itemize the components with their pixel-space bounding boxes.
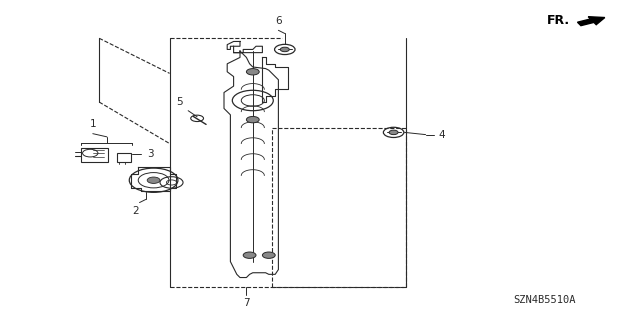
Text: 5: 5: [176, 97, 182, 107]
Bar: [81, 148, 108, 162]
FancyArrow shape: [577, 17, 605, 26]
Circle shape: [389, 130, 398, 135]
Bar: [117, 153, 131, 162]
Text: 7: 7: [243, 298, 250, 308]
Text: 3: 3: [147, 149, 154, 159]
Text: 4: 4: [438, 130, 445, 140]
Circle shape: [246, 116, 259, 123]
Circle shape: [246, 69, 259, 75]
Text: 2: 2: [132, 206, 139, 216]
Text: 6: 6: [275, 17, 282, 26]
Circle shape: [262, 252, 275, 258]
Text: FR.: FR.: [547, 14, 570, 27]
Circle shape: [243, 252, 256, 258]
Circle shape: [280, 47, 289, 52]
Circle shape: [147, 177, 160, 183]
Text: 1: 1: [90, 119, 96, 129]
Text: SZN4B5510A: SZN4B5510A: [513, 295, 575, 305]
